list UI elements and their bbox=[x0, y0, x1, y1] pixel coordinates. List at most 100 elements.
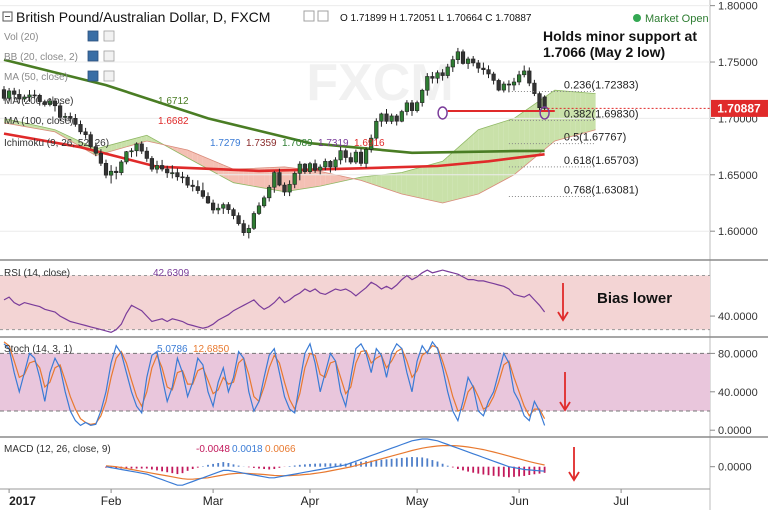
ma200-value: 1.6712 bbox=[158, 96, 189, 107]
eye-icon[interactable] bbox=[87, 30, 99, 42]
candle bbox=[272, 172, 277, 188]
arrow-head bbox=[559, 401, 571, 412]
stoch-bias-arrow bbox=[559, 372, 571, 412]
gear-icon[interactable] bbox=[103, 30, 115, 42]
stoch-tick-label: 0.0000 bbox=[718, 425, 752, 437]
cloud-segment bbox=[422, 165, 428, 200]
cloud-segment bbox=[376, 174, 382, 188]
rsi-line bbox=[3, 269, 546, 333]
cloud-segment bbox=[396, 172, 402, 194]
candle bbox=[119, 161, 124, 173]
candle bbox=[450, 59, 455, 68]
cloud-segment bbox=[172, 146, 178, 153]
gear-icon[interactable] bbox=[103, 70, 115, 82]
cloud-segment bbox=[253, 168, 259, 188]
arrow-head bbox=[568, 471, 580, 482]
cloud-segment bbox=[447, 152, 453, 202]
stoch-k-value: 5.0786 bbox=[157, 344, 188, 355]
senkou-span-a bbox=[3, 89, 596, 193]
candle bbox=[22, 96, 27, 100]
cloud-segment bbox=[4, 118, 10, 124]
candle bbox=[185, 176, 190, 186]
candle bbox=[1, 89, 7, 99]
rsi-value: 42.6309 bbox=[153, 268, 190, 279]
candle bbox=[195, 186, 200, 191]
cloud-segment bbox=[575, 91, 581, 136]
cloud-segment bbox=[14, 120, 20, 126]
rsi-bias-arrow bbox=[557, 283, 569, 322]
candle bbox=[93, 146, 98, 154]
cloud-segment bbox=[452, 147, 458, 201]
cloud-segment bbox=[432, 162, 438, 202]
candle bbox=[27, 94, 32, 98]
support-annotation-line2: 1.7066 (May 2 low) bbox=[543, 44, 665, 60]
candle bbox=[241, 223, 246, 233]
candle bbox=[88, 134, 93, 147]
rsi-tick-label: 40.0000 bbox=[718, 311, 758, 323]
cloud-segment bbox=[304, 169, 310, 189]
candle bbox=[440, 72, 445, 76]
candle bbox=[109, 170, 114, 176]
cloud-segment bbox=[381, 174, 387, 189]
eye-icon[interactable] bbox=[87, 70, 99, 82]
gear-icon[interactable] bbox=[103, 50, 115, 62]
cloud-segment bbox=[437, 161, 443, 203]
gear-icon[interactable] bbox=[317, 10, 329, 22]
stoch-band bbox=[0, 353, 710, 411]
eye-icon[interactable] bbox=[87, 50, 99, 62]
cloud-segment bbox=[371, 175, 377, 186]
candle bbox=[358, 151, 364, 164]
candle bbox=[369, 137, 374, 150]
candle bbox=[394, 115, 399, 122]
candle bbox=[52, 100, 58, 107]
candle bbox=[409, 102, 415, 111]
candle bbox=[537, 93, 542, 109]
cloud-segment bbox=[412, 168, 418, 198]
cloud-segment bbox=[202, 156, 208, 169]
cloud-segment bbox=[315, 170, 321, 187]
candle bbox=[236, 215, 241, 224]
candle bbox=[216, 207, 221, 211]
candle bbox=[154, 165, 160, 170]
stoch-pane: 80.0000 40.0000 0.0000 Stoch (14, 3, 1) 5.07… bbox=[0, 340, 758, 437]
candle bbox=[522, 70, 527, 76]
candle bbox=[190, 184, 195, 187]
candle bbox=[7, 90, 12, 99]
candle bbox=[328, 161, 333, 168]
candle bbox=[307, 163, 313, 172]
candle bbox=[114, 170, 119, 173]
cloud-segment bbox=[55, 129, 61, 135]
candle bbox=[302, 163, 308, 172]
candle bbox=[465, 58, 471, 64]
candle bbox=[323, 161, 328, 168]
header-toolbar bbox=[303, 10, 329, 22]
candle bbox=[175, 172, 180, 178]
cloud-segment bbox=[264, 167, 270, 189]
candle bbox=[445, 66, 450, 76]
support-marker bbox=[437, 106, 448, 120]
candle bbox=[98, 152, 103, 164]
cloud-segment bbox=[463, 138, 469, 198]
candle bbox=[491, 73, 496, 81]
cloud-segment bbox=[325, 172, 331, 185]
cloud-segment bbox=[468, 134, 474, 197]
candle bbox=[83, 131, 88, 135]
cloud-segment bbox=[565, 91, 571, 139]
collapse-icon[interactable] bbox=[2, 11, 13, 22]
candle bbox=[425, 76, 430, 91]
cloud-segment bbox=[192, 152, 198, 164]
eye-icon[interactable] bbox=[303, 10, 315, 22]
time-tick-label: May bbox=[406, 494, 429, 508]
candle bbox=[160, 165, 165, 170]
cloud-segment bbox=[146, 135, 152, 143]
cloud-segment bbox=[213, 160, 219, 175]
current-price-tag bbox=[711, 99, 768, 117]
market-status-dot bbox=[633, 14, 641, 22]
price-scale bbox=[710, 0, 768, 510]
stoch-title: Stoch (14, 3, 1) bbox=[4, 344, 72, 355]
cloud-segment bbox=[488, 124, 494, 189]
cloud-segment bbox=[554, 90, 560, 141]
cloud-segment bbox=[570, 91, 576, 137]
